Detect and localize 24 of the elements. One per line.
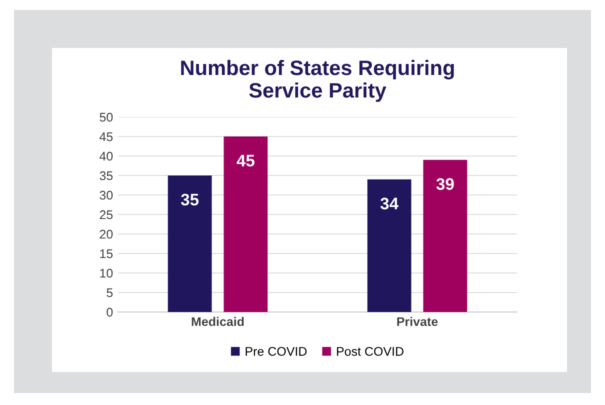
y-tick-label: 0 bbox=[106, 308, 113, 317]
y-tick-label: 20 bbox=[100, 230, 113, 239]
x-tick-label: Private bbox=[397, 316, 438, 326]
y-tick-label: 40 bbox=[100, 152, 113, 161]
data-label: 34 bbox=[380, 198, 398, 210]
bar bbox=[224, 136, 268, 312]
legend-label: Post COVID bbox=[336, 346, 404, 356]
data-label: 39 bbox=[436, 178, 454, 190]
y-tick-label: 30 bbox=[100, 190, 113, 200]
data-label: 45 bbox=[236, 154, 254, 167]
x-tick-label: Medicaid bbox=[192, 316, 244, 326]
y-tick-label: 25 bbox=[100, 210, 113, 220]
data-label: 35 bbox=[180, 194, 199, 206]
chart-title: Number of States Requiring Service Parity bbox=[181, 60, 454, 102]
bar bbox=[168, 176, 212, 312]
y-tick-label: 15 bbox=[100, 249, 113, 258]
y-tick-label: 35 bbox=[100, 171, 113, 180]
legend-label: Pre COVID bbox=[246, 346, 307, 356]
y-tick-label: 50 bbox=[100, 112, 113, 122]
y-tick-label: 5 bbox=[106, 288, 113, 298]
bar bbox=[367, 179, 412, 312]
y-tick-label: 45 bbox=[100, 132, 113, 142]
y-tick-label: 10 bbox=[100, 268, 113, 278]
bar bbox=[423, 160, 468, 312]
